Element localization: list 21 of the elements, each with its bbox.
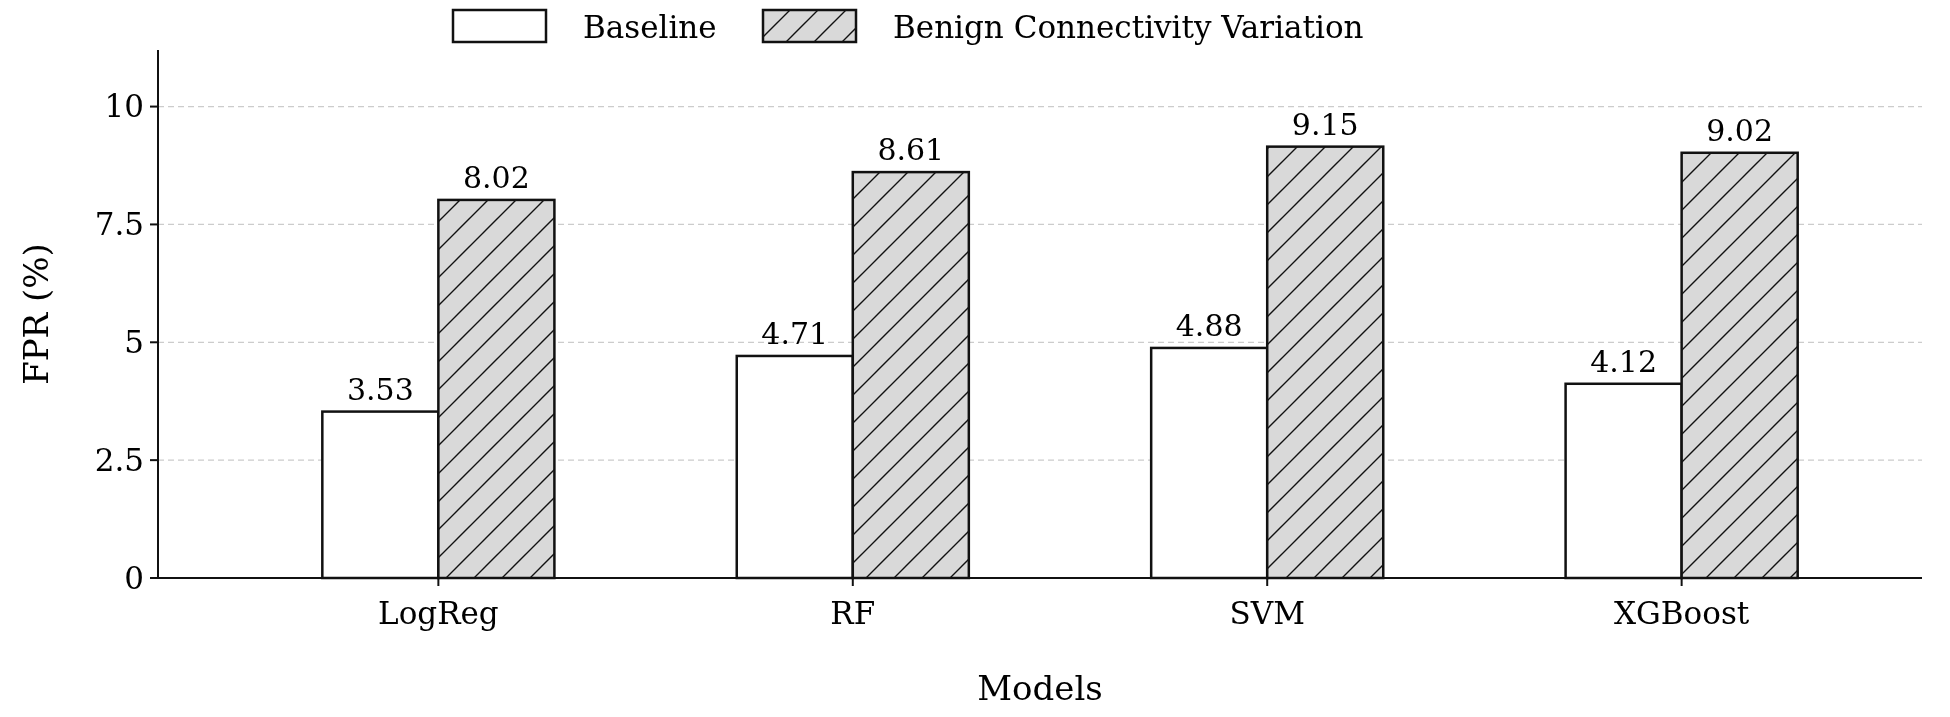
data-label: 8.61 (877, 132, 945, 168)
x-tick-label: RF (830, 595, 876, 631)
data-label: 9.02 (1706, 112, 1774, 148)
y-axis-title: FPR (%) (16, 243, 56, 385)
y-tick-label: 2.5 (94, 441, 144, 478)
data-label: 8.02 (462, 159, 530, 195)
data-label: 4.12 (1590, 343, 1658, 379)
data-label: 9.15 (1291, 106, 1359, 142)
x-tick-label: XGBoost (1613, 595, 1750, 631)
data-label: 4.88 (1175, 307, 1243, 343)
legend-label: Benign Connectivity Variation (893, 9, 1364, 45)
y-tick-label: 0 (124, 559, 144, 596)
y-tick-label: 10 (104, 88, 144, 125)
x-tick-label: LogReg (378, 595, 499, 631)
y-tick-label: 5 (124, 324, 144, 361)
x-tick-label: SVM (1229, 595, 1305, 631)
x-axis-title: Models (977, 668, 1103, 708)
data-label: 3.53 (346, 371, 414, 407)
y-tick-label: 7.5 (94, 206, 144, 243)
legend-label: Baseline (583, 9, 717, 45)
data-label: 4.71 (761, 315, 829, 351)
